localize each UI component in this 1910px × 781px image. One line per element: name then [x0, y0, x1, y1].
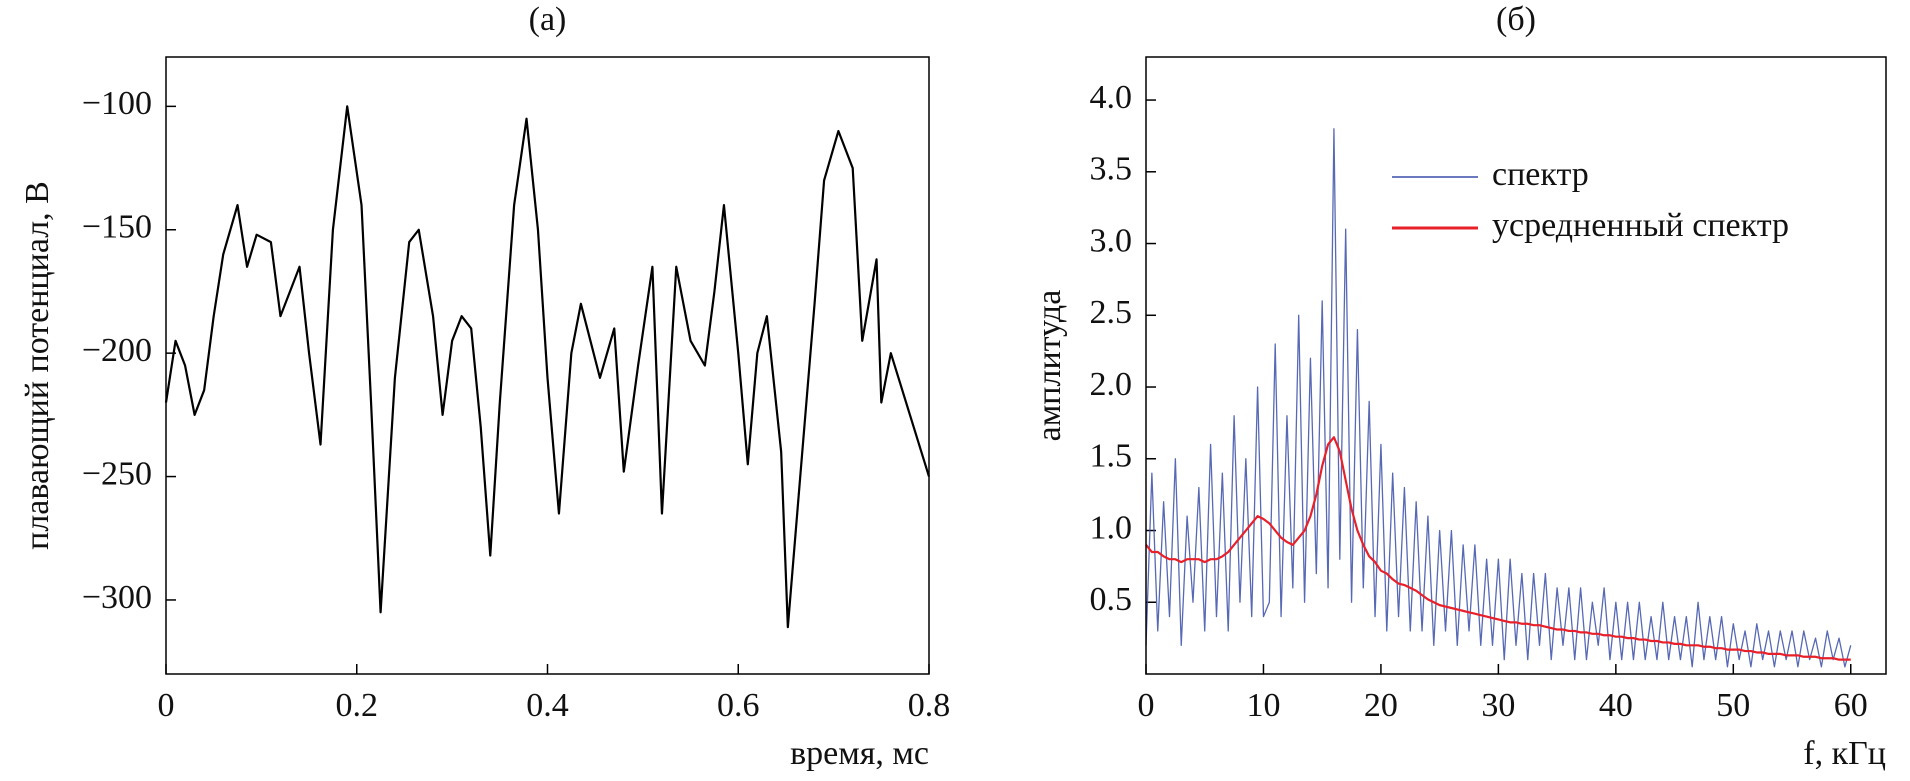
- legend-label: усредненный спектр: [1492, 207, 1789, 244]
- x-tick-label: 30: [1481, 687, 1515, 724]
- x-axis-label: f, кГц: [1803, 735, 1886, 772]
- y-tick-label: −100: [82, 85, 152, 122]
- y-axis-label: амплитуда: [1031, 290, 1068, 442]
- y-tick-label: 1.5: [1090, 438, 1133, 475]
- x-tick-label: 60: [1834, 687, 1868, 724]
- x-tick-label: 0: [158, 687, 175, 724]
- y-tick-label: −250: [82, 455, 152, 492]
- x-tick-label: 0.4: [526, 687, 569, 724]
- data-line: [1145, 128, 1852, 668]
- x-tick-label: 20: [1364, 687, 1398, 724]
- plot-frame: [1145, 56, 1887, 675]
- legend-label: спектр: [1492, 156, 1589, 193]
- x-tick-label: 10: [1246, 687, 1280, 724]
- x-axis-label: время, мс: [790, 735, 929, 772]
- plot-frame: [165, 56, 930, 675]
- x-tick-label: 50: [1716, 687, 1750, 724]
- y-tick-label: 0.5: [1090, 581, 1133, 618]
- panel-title: (а): [529, 1, 567, 38]
- x-tick-label: 40: [1599, 687, 1633, 724]
- y-tick-label: −200: [82, 332, 152, 369]
- x-tick-label: 0: [1138, 687, 1155, 724]
- data-line: [164, 105, 931, 629]
- y-tick-label: 3.5: [1090, 151, 1133, 188]
- y-axis-label: плавающий потенциал, В: [19, 181, 56, 550]
- x-tick-label: 0.2: [336, 687, 379, 724]
- y-tick-label: 1.0: [1090, 509, 1133, 546]
- y-tick-label: 3.0: [1090, 222, 1133, 259]
- x-tick-label: 0.6: [717, 687, 760, 724]
- x-tick-label: 0.8: [908, 687, 951, 724]
- panel-title: (б): [1496, 1, 1536, 38]
- y-tick-label: 2.0: [1090, 366, 1133, 403]
- y-tick-label: −150: [82, 209, 152, 246]
- y-tick-label: −300: [82, 579, 152, 616]
- y-tick-label: 4.0: [1090, 79, 1133, 116]
- data-line: [1145, 436, 1851, 661]
- y-tick-label: 2.5: [1090, 294, 1133, 331]
